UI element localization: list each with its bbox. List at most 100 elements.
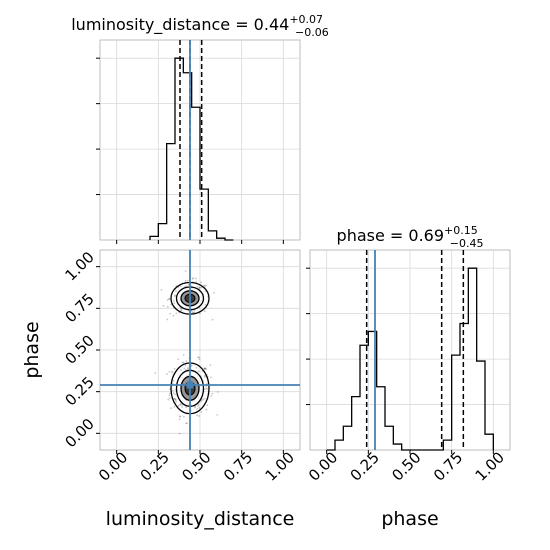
sample-point bbox=[203, 310, 206, 313]
y-tick-label: 1.00 bbox=[61, 248, 97, 284]
sample-point bbox=[166, 373, 169, 375]
histogram-step bbox=[149, 57, 234, 241]
sample-point bbox=[198, 286, 201, 289]
sample-point bbox=[216, 391, 219, 393]
sample-point bbox=[184, 270, 187, 272]
x-tick-label: 0.75 bbox=[220, 448, 256, 484]
sample-point bbox=[199, 312, 201, 315]
sample-point bbox=[183, 367, 186, 370]
y-tick-label: 0.75 bbox=[61, 290, 97, 326]
sample-point bbox=[182, 361, 185, 364]
sample-point bbox=[201, 370, 204, 373]
sample-point bbox=[202, 398, 204, 401]
sample-point bbox=[180, 369, 182, 371]
y-tick-labels-phase: 0.00 0.25 0.50 0.75 1.00 bbox=[61, 248, 97, 451]
sample-point bbox=[194, 406, 197, 409]
x-tick-label: 0.00 bbox=[305, 448, 341, 484]
sample-point bbox=[190, 364, 193, 367]
sample-point bbox=[205, 284, 207, 287]
phase-title: phase = 0.69+0.15 −0.45 bbox=[337, 224, 484, 250]
sample-point bbox=[168, 394, 171, 397]
sample-point bbox=[203, 284, 206, 287]
sample-point bbox=[172, 389, 174, 392]
sample-point bbox=[186, 279, 189, 282]
sample-point bbox=[216, 414, 219, 416]
sample-point bbox=[175, 401, 178, 403]
sample-point bbox=[198, 356, 200, 359]
sample-point bbox=[193, 309, 196, 312]
sample-point bbox=[197, 405, 200, 407]
grid bbox=[100, 40, 300, 240]
grid bbox=[100, 250, 300, 450]
sample-point bbox=[172, 314, 175, 317]
sample-point bbox=[172, 379, 175, 382]
sample-point bbox=[173, 299, 175, 302]
sample-point bbox=[203, 367, 206, 370]
sample-point bbox=[162, 304, 165, 307]
quantile-lines bbox=[365, 250, 465, 450]
truth-crosshair bbox=[100, 250, 300, 450]
sample-point bbox=[168, 298, 171, 300]
sample-point bbox=[160, 289, 163, 291]
sample-point bbox=[211, 392, 214, 395]
sample-point bbox=[185, 360, 188, 363]
sample-point bbox=[174, 294, 176, 297]
sample-point bbox=[170, 407, 172, 410]
sample-point bbox=[186, 422, 188, 425]
sample-point bbox=[178, 415, 181, 418]
sample-point bbox=[173, 406, 176, 408]
sample-point bbox=[205, 408, 208, 411]
ticks bbox=[96, 266, 284, 454]
sample-point bbox=[211, 318, 214, 321]
sample-point bbox=[178, 432, 181, 435]
x-tick-label: 0.25 bbox=[137, 448, 173, 484]
sample-point bbox=[173, 398, 176, 400]
sample-point bbox=[171, 370, 174, 373]
x-tick-label: 0.50 bbox=[178, 448, 214, 484]
sample-point bbox=[166, 305, 169, 308]
sample-point bbox=[175, 312, 178, 315]
sample-point bbox=[191, 278, 194, 280]
sample-point bbox=[175, 399, 177, 401]
x-tick-label: 0.75 bbox=[430, 448, 466, 484]
sample-point bbox=[168, 370, 171, 373]
sample-point bbox=[174, 295, 176, 298]
sample-point bbox=[175, 290, 177, 293]
sample-point bbox=[179, 415, 182, 418]
sample-point bbox=[179, 403, 182, 406]
sample-point bbox=[197, 356, 200, 359]
sample-point bbox=[185, 368, 187, 371]
sample-point bbox=[174, 398, 177, 401]
sample-point bbox=[187, 368, 190, 370]
x-tick-labels-phase: 0.00 0.25 0.50 0.75 1.00 bbox=[305, 448, 508, 484]
sample-point bbox=[204, 367, 207, 370]
sample-point bbox=[203, 397, 206, 400]
sample-point bbox=[181, 406, 184, 408]
sample-point bbox=[197, 403, 200, 406]
truth-marker bbox=[186, 381, 194, 389]
sample-point bbox=[185, 285, 188, 288]
sample-point bbox=[183, 415, 185, 418]
sample-point bbox=[210, 376, 212, 379]
sample-point bbox=[195, 281, 198, 283]
sample-point bbox=[206, 388, 209, 390]
sample-point bbox=[168, 298, 170, 300]
sample-point bbox=[200, 281, 203, 284]
sample-point bbox=[185, 422, 188, 425]
sample-point bbox=[196, 408, 199, 410]
x-tick-label: 0.50 bbox=[388, 448, 424, 484]
sample-point bbox=[198, 415, 200, 417]
sample-point bbox=[179, 403, 182, 406]
sample-point bbox=[203, 374, 206, 377]
hist-phase-panel: phase = 0.69+0.15 −0.45 bbox=[306, 224, 511, 454]
sample-point bbox=[179, 309, 182, 312]
sample-point bbox=[196, 414, 199, 417]
sample-point bbox=[185, 406, 188, 409]
sample-point bbox=[196, 286, 199, 288]
ticks bbox=[96, 57, 284, 244]
grid bbox=[310, 250, 510, 450]
ld-title: luminosity_distance = 0.44+0.07 −0.06 bbox=[71, 13, 329, 39]
sample-point bbox=[197, 370, 200, 373]
y-tick-label: 0.50 bbox=[61, 331, 97, 367]
x-tick-label: 0.00 bbox=[95, 448, 131, 484]
